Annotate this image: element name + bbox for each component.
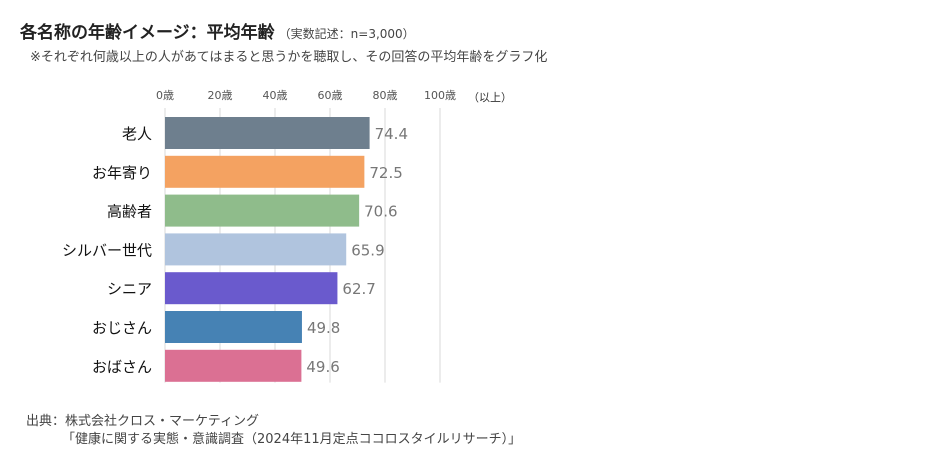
- source-note: 出典：株式会社クロス・マーケティング 「健康に関する実態・意識調査（2024年1…: [26, 413, 521, 449]
- chart-title: 各名称の年齢イメージ：平均年齢 （実数記述：n=3,000）: [20, 18, 415, 43]
- category-label: 老人: [122, 125, 152, 143]
- data-label: 62.7: [342, 280, 375, 298]
- chart-title-text: 各名称の年齢イメージ：平均年齢: [20, 23, 275, 43]
- x-tick-label: 80歳: [373, 89, 398, 102]
- x-tick-label: 40歳: [263, 89, 288, 102]
- data-label: 74.4: [375, 125, 408, 143]
- data-label: 49.8: [307, 319, 340, 337]
- chart-subtitle: ※それぞれ何歳以上の人があてはまると思うかを聴取し、その回答の平均年齢をグラフ化: [30, 50, 548, 65]
- category-label: シルバー世代: [62, 241, 152, 259]
- sample-size-note: （実数記述：n=3,000）: [278, 27, 415, 41]
- x-tick-label: 100歳: [424, 89, 456, 102]
- bar: [165, 272, 338, 305]
- bar: [165, 349, 302, 382]
- category-label: おじさん: [92, 319, 152, 337]
- data-label: 72.5: [369, 164, 402, 182]
- data-label: 65.9: [351, 241, 384, 259]
- category-label: お年寄り: [92, 164, 152, 182]
- data-label: 70.6: [364, 203, 397, 221]
- x-tick-label: 20歳: [208, 89, 233, 102]
- bar: [165, 311, 302, 343]
- category-label: 高齢者: [107, 203, 152, 221]
- category-label: おばさん: [92, 358, 152, 376]
- axis-unit-label: （以上）: [468, 91, 512, 104]
- bar: [165, 233, 347, 266]
- x-tick-label: 0歳: [156, 89, 174, 102]
- bar-chart: 0歳 20歳 40歳 60歳 80歳 100歳 （以上） 老人 74.4 お年寄り 72.5 高齢者 7…: [62, 89, 512, 383]
- data-label: 49.6: [306, 358, 339, 376]
- x-tick-label: 60歳: [318, 89, 343, 102]
- bar: [165, 155, 365, 188]
- bar: [165, 117, 370, 149]
- source-line-2: 「健康に関する実態・意識調査（2024年11月定点ココロスタイルリサーチ）」: [62, 432, 522, 447]
- bar: [165, 194, 360, 227]
- source-line-1: 出典：株式会社クロス・マーケティング: [26, 414, 259, 429]
- category-label: シニア: [107, 280, 152, 298]
